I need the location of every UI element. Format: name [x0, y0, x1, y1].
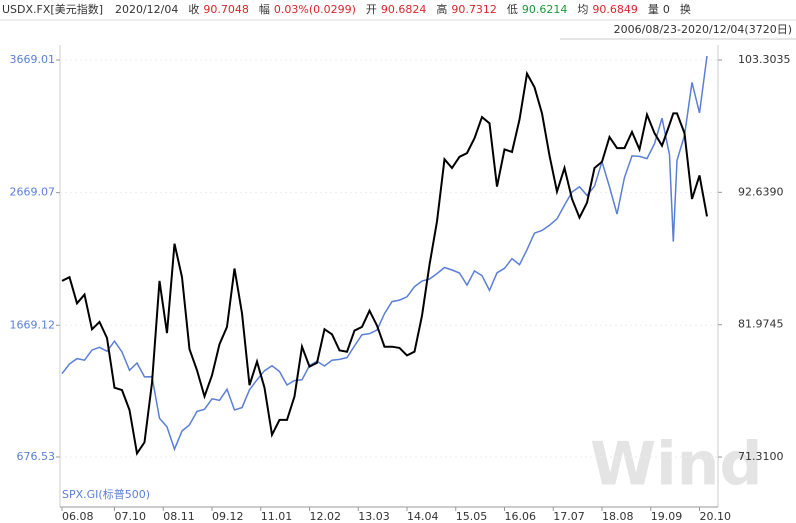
x-tick-label: 16.06	[505, 510, 537, 523]
quote-label: 换	[680, 2, 691, 16]
x-tick-label: 12.02	[310, 510, 342, 523]
quote-value: 90.7312	[451, 3, 497, 16]
quote-label: 均	[577, 3, 588, 16]
y2-tick-label: 81.9745	[738, 318, 784, 331]
range-label: 2006/08/23-2020/12/04(3720日)	[614, 23, 792, 36]
quote-label: 收	[188, 2, 199, 16]
x-tick-label: 11.01	[261, 510, 293, 523]
quote-label: 低	[507, 3, 518, 16]
y2-tick-label: 71.3100	[738, 450, 784, 463]
legend-label: SPX.GI(标普500)	[62, 487, 150, 501]
x-tick-label: 18.08	[602, 510, 634, 523]
y-tick-label: 2669.07	[10, 186, 56, 199]
symbol: USDX.FX[美元指数]	[2, 2, 103, 16]
y2-tick-label: 92.6390	[738, 185, 784, 198]
quote-label: 高	[436, 2, 447, 16]
quote-value: 90.6214	[522, 3, 568, 16]
x-tick-label: 17.07	[553, 510, 585, 523]
y2-tick-label: 103.3035	[738, 53, 791, 66]
x-tick-label: 19.09	[651, 510, 683, 523]
x-tick-label: 20.10	[700, 510, 732, 523]
x-tick-label: 14.04	[407, 510, 439, 523]
y-tick-label: 3669.01	[10, 53, 56, 66]
x-tick-label: 08.11	[163, 510, 195, 523]
line-series	[61, 55, 708, 452]
line-series	[61, 70, 708, 457]
y-tick-label: 676.53	[17, 450, 56, 463]
date: 2020/12/04	[115, 3, 178, 16]
quote-label: 幅	[259, 3, 270, 16]
quote-value: 90.7048	[203, 3, 249, 16]
x-tick-label: 13.03	[358, 510, 390, 523]
quote-label: 量	[648, 3, 659, 16]
quote-value: 0	[663, 3, 670, 16]
quote-label: 开	[366, 3, 377, 16]
x-tick-label: 09.12	[212, 510, 244, 523]
quote-value: 90.6824	[381, 3, 427, 16]
quote-value: 90.6849	[592, 3, 638, 16]
quote-value: 0.03%(0.0299)	[274, 3, 356, 16]
x-tick-label: 06.08	[62, 510, 94, 523]
x-tick-label: 15.05	[456, 510, 488, 523]
x-tick-label: 07.10	[115, 510, 147, 523]
watermark: Wind	[590, 430, 762, 500]
y-tick-label: 1669.12	[10, 318, 56, 331]
